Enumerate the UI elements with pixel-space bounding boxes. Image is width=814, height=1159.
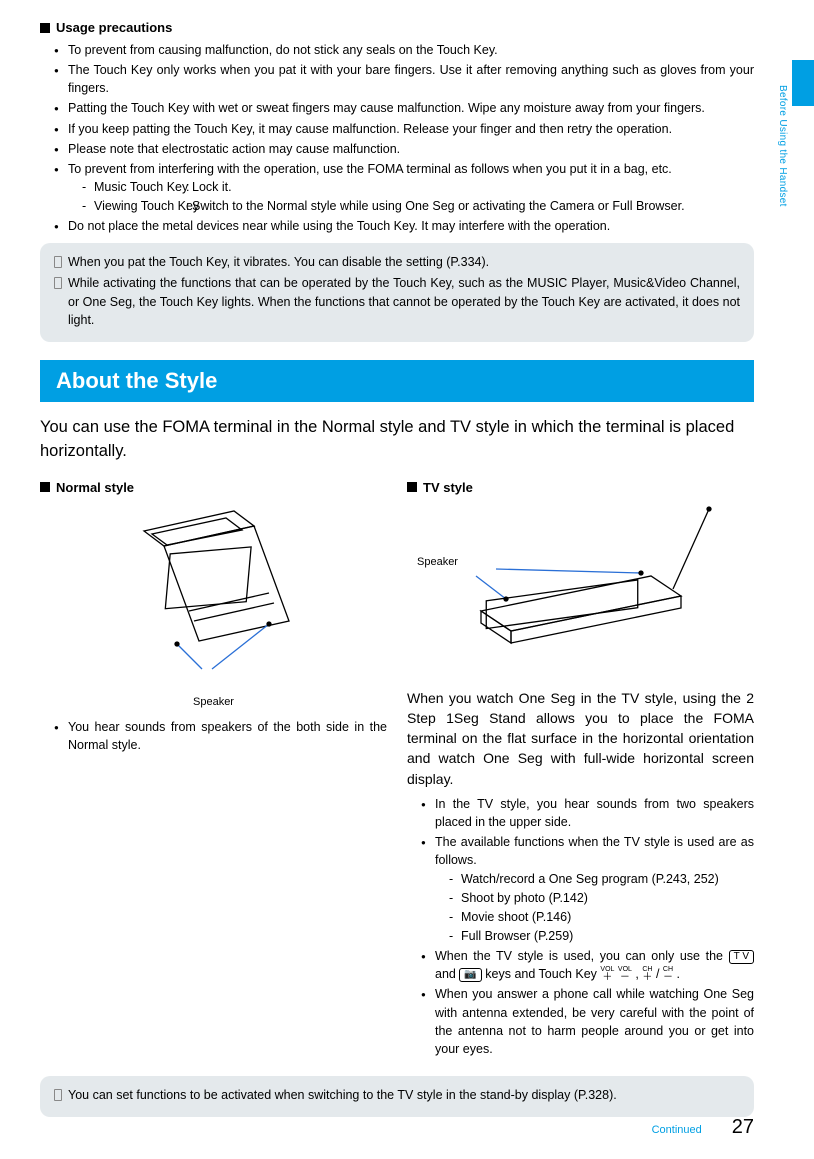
usage-item-text: To prevent from interfering with the ope… — [68, 162, 672, 176]
tv-func: Movie shoot (P.146) — [449, 908, 754, 926]
camera-key-icon: 📷 — [459, 968, 481, 982]
txt: When the TV style is used, you can only … — [435, 949, 729, 963]
tv-bullet: The available functions when the TV styl… — [421, 833, 754, 945]
sub-desc: Lock it. — [192, 180, 232, 194]
usage-item: The Touch Key only works when you pat it… — [54, 61, 754, 97]
usage-item: To prevent from causing malfunction, do … — [54, 41, 754, 59]
sub-desc: Switch to the Normal style while using O… — [192, 199, 685, 213]
usage-item: If you keep patting the Touch Key, it ma… — [54, 120, 754, 138]
tv-func: Full Browser (P.259) — [449, 927, 754, 945]
colon: : — [186, 197, 189, 215]
usage-item: To prevent from interfering with the ope… — [54, 160, 754, 215]
phone-normal-icon — [104, 501, 324, 691]
usage-subitem: Viewing Touch Key : Switch to the Normal… — [82, 197, 754, 215]
usage-subitem: Music Touch Key : Lock it. — [82, 178, 754, 196]
phone-tv-icon — [441, 501, 721, 671]
usage-list: To prevent from causing malfunction, do … — [40, 41, 754, 235]
tv-style-col: TV style — [407, 480, 754, 1066]
usage-precautions-heading: Usage precautions — [40, 20, 754, 35]
tv-bullet-keys: When the TV style is used, you can only … — [421, 947, 754, 983]
tv-bullet: In the TV style, you hear sounds from tw… — [421, 795, 754, 831]
tv-b2-text: The available functions when the TV styl… — [435, 835, 754, 867]
lead-text: You can use the FOMA terminal in the Nor… — [40, 416, 754, 464]
note-item: You can set functions to be activated wh… — [54, 1086, 740, 1104]
normal-desc: You hear sounds from speakers of the bot… — [54, 718, 387, 754]
sub-label: Viewing Touch Key — [94, 197, 199, 215]
tv-heading: TV style — [407, 480, 754, 495]
txt: keys and Touch Key — [485, 967, 600, 981]
tv-desc: When you watch One Seg in the TV style, … — [407, 688, 754, 789]
note-item: While activating the functions that can … — [54, 274, 740, 328]
section-title: About the Style — [40, 360, 754, 402]
continued-label: Continued — [652, 1124, 702, 1136]
page-number: 27 — [732, 1116, 754, 1139]
ch-minus-icon: CH－ — [663, 966, 673, 983]
note-box: You can set functions to be activated wh… — [40, 1076, 754, 1117]
tv-style-figure: Speaker — [407, 501, 754, 678]
vol-plus-icon: VOL＋ — [600, 966, 614, 983]
page-footer: Continued 27 — [652, 1116, 754, 1139]
txt: and — [435, 967, 459, 981]
tv-key-icon: T V — [729, 950, 754, 964]
colon: : — [186, 178, 189, 196]
txt: . — [677, 967, 680, 981]
sub-label: Music Touch Key — [94, 178, 188, 196]
normal-style-col: Normal style — [40, 480, 387, 1066]
normal-style-figure: Speaker — [40, 501, 387, 708]
txt: / — [656, 967, 663, 981]
usage-item: Patting the Touch Key with wet or sweat … — [54, 99, 754, 117]
tv-func: Shoot by photo (P.142) — [449, 889, 754, 907]
vol-minus-icon: VOL－ — [618, 966, 632, 983]
normal-heading: Normal style — [40, 480, 387, 495]
ch-plus-icon: CH＋ — [642, 966, 652, 983]
speaker-label-text: Speaker — [417, 556, 754, 568]
usage-item: Do not place the metal devices near whil… — [54, 217, 754, 235]
speaker-label-text: Speaker — [40, 696, 387, 708]
txt: , — [635, 967, 642, 981]
usage-item: Please note that electrostatic action ma… — [54, 140, 754, 158]
note-box: When you pat the Touch Key, it vibrates.… — [40, 243, 754, 342]
note-item: When you pat the Touch Key, it vibrates.… — [54, 253, 740, 271]
tv-func: Watch/record a One Seg program (P.243, 2… — [449, 870, 754, 888]
tv-bullet: When you answer a phone call while watch… — [421, 985, 754, 1058]
